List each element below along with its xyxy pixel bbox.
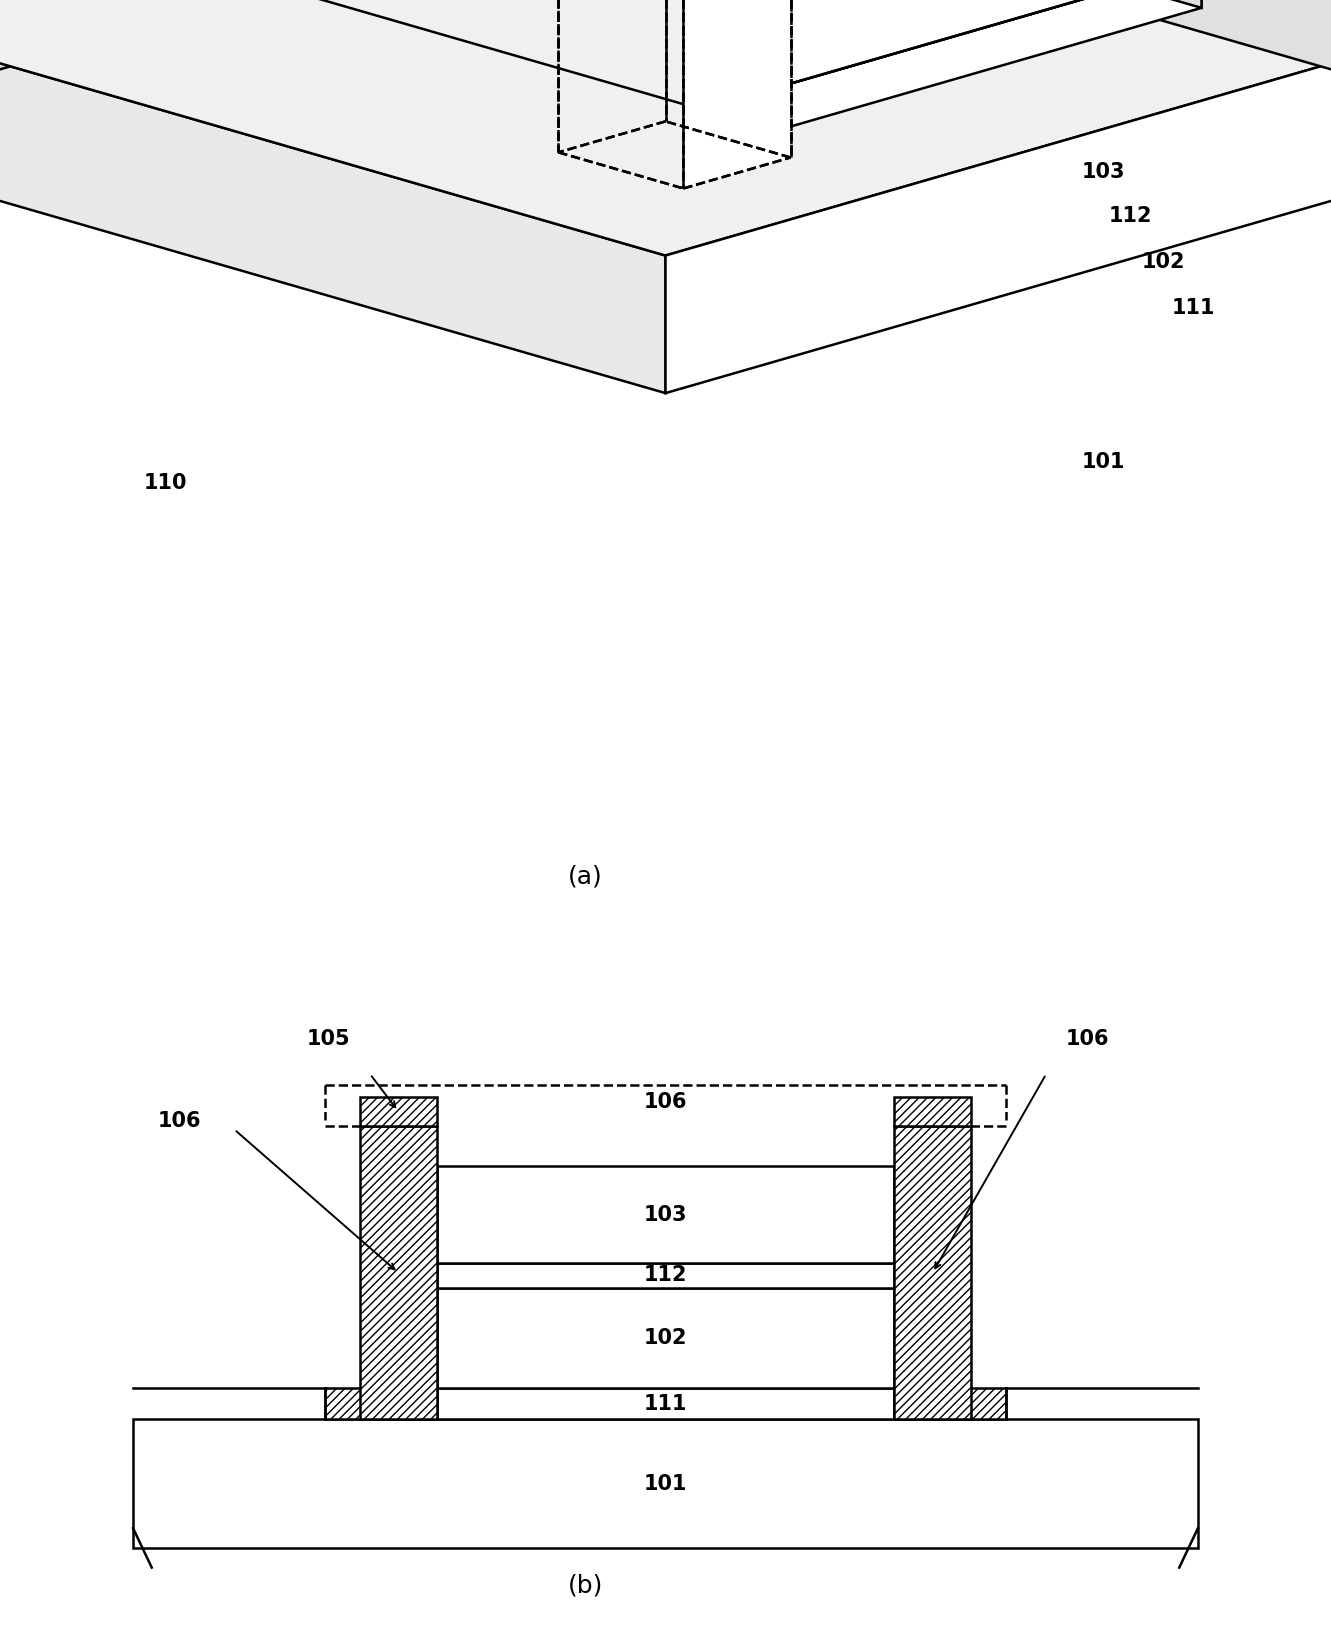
Bar [437,1287,894,1387]
Polygon shape [666,0,1331,393]
Polygon shape [0,0,666,393]
Polygon shape [0,0,1331,256]
Text: 101: 101 [1082,452,1126,472]
Text: 112: 112 [1109,206,1153,226]
Text: 111: 111 [644,1394,687,1414]
Bar [894,1096,972,1125]
Text: (b): (b) [568,1574,603,1597]
Polygon shape [630,0,1202,8]
Text: 112: 112 [644,1265,687,1286]
Bar [437,1166,894,1263]
Bar [325,1387,437,1420]
Polygon shape [666,0,1331,136]
Text: 105: 105 [306,1029,350,1050]
Bar [359,1096,437,1125]
Polygon shape [129,0,1202,110]
Bar [894,1387,1006,1420]
Bar [437,1263,894,1287]
Text: 106: 106 [644,1093,687,1112]
Text: 103: 103 [1082,162,1126,182]
Text: 111: 111 [1171,298,1215,318]
Bar [437,1387,894,1420]
Polygon shape [701,0,1202,110]
Text: 102: 102 [1142,252,1186,272]
Text: 106: 106 [1066,1029,1110,1050]
Polygon shape [701,0,1202,152]
Polygon shape [0,0,666,136]
Bar [894,1125,972,1420]
Text: 102: 102 [644,1328,687,1348]
Text: 106: 106 [157,1111,201,1132]
Text: 103: 103 [644,1204,687,1225]
Bar [133,1420,1198,1548]
Bar [359,1125,437,1420]
Text: 101: 101 [644,1474,687,1494]
Text: (a): (a) [568,865,603,888]
Text: 110: 110 [144,473,188,493]
Polygon shape [683,0,791,188]
